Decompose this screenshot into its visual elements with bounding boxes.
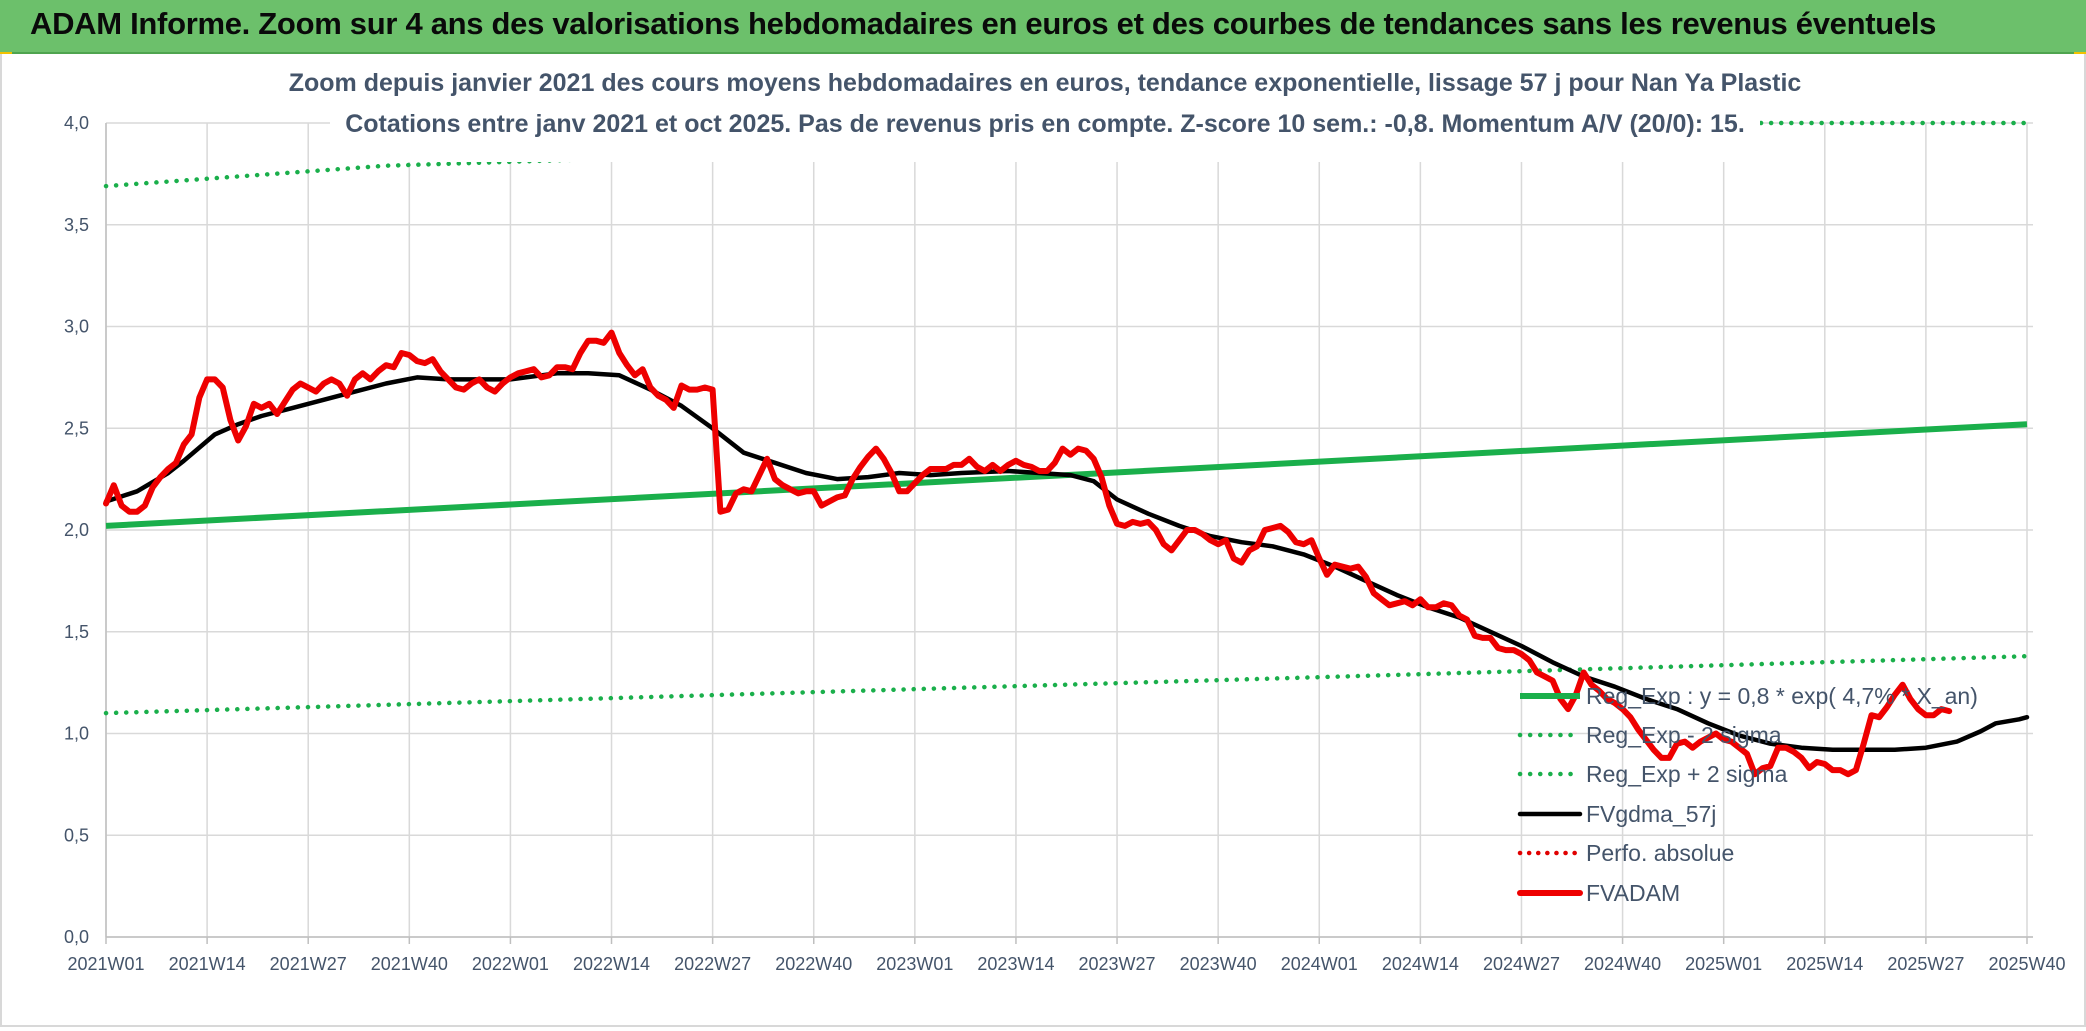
- x-tick-label: 2024W40: [1584, 954, 1661, 974]
- x-tick-label: 2022W14: [573, 954, 650, 974]
- x-tick-label: 2021W14: [169, 954, 246, 974]
- x-tick-label: 2021W01: [67, 954, 144, 974]
- report-title: ADAM Informe. Zoom sur 4 ans des valoris…: [30, 6, 1937, 41]
- legend-label: Reg_Exp - 2 sigma: [1586, 722, 1782, 748]
- x-tick-label: 2023W40: [1180, 954, 1257, 974]
- x-tick-label: 2025W27: [1887, 954, 1964, 974]
- x-tick-label: 2022W40: [775, 954, 852, 974]
- y-tick-label: 1,0: [64, 724, 89, 744]
- x-tick-label: 2021W40: [371, 954, 448, 974]
- chart-title-box: [330, 57, 1760, 162]
- y-tick-label: 1,5: [64, 622, 89, 642]
- x-tick-label: 2023W14: [977, 954, 1054, 974]
- chart-title-line: Zoom depuis janvier 2021 des cours moyen…: [289, 69, 1802, 97]
- series-line-fvadam: [103, 329, 1953, 778]
- legend-label: FVgdma_57j: [1586, 801, 1716, 827]
- line-chart: 0,0 0,5 1,0 1,5 2,0 2,5 3,0 3,5 4,0 2021W01 2021W1…: [64, 57, 2066, 974]
- x-tick-label: 2021W27: [270, 954, 347, 974]
- legend-label: Reg_Exp + 2 sigma: [1586, 761, 1788, 787]
- series-line-reg-exp-2-sigma: [103, 653, 2030, 716]
- legend-label: Reg_Exp : y = 0,8 * exp( 4,7% * X_an): [1586, 683, 1978, 709]
- y-tick-label: 2,0: [64, 520, 89, 540]
- y-tick-label: 2,5: [64, 418, 89, 438]
- x-tick-label: 2022W27: [674, 954, 751, 974]
- x-tick-label: 2024W01: [1281, 954, 1358, 974]
- x-tick-label: 2025W01: [1685, 954, 1762, 974]
- y-tick-label: 4,0: [64, 113, 89, 133]
- x-tick-label: 2023W27: [1079, 954, 1156, 974]
- x-tick-label: 2024W27: [1483, 954, 1560, 974]
- y-tick-label: 0,0: [64, 927, 89, 947]
- x-tick-label: 2023W01: [876, 954, 953, 974]
- y-tick-label: 3,5: [64, 215, 89, 235]
- x-tick-label: 2024W14: [1382, 954, 1459, 974]
- x-tick-label: 2022W01: [472, 954, 549, 974]
- x-tick-label: 2025W14: [1786, 954, 1863, 974]
- y-tick-label: 3,0: [64, 317, 89, 337]
- chart-panel: 0,0 0,5 1,0 1,5 2,0 2,5 3,0 3,5 4,0 2021W01 2021W1…: [0, 54, 2086, 1027]
- x-tick-label: 2025W40: [1988, 954, 2065, 974]
- y-tick-label: 0,5: [64, 825, 89, 845]
- legend-label: FVADAM: [1586, 880, 1680, 906]
- series-line-fvgdma-57j: [103, 371, 2030, 753]
- report-banner: ADAM Informe. Zoom sur 4 ans des valoris…: [0, 0, 2086, 54]
- legend-label: Perfo. absolue: [1586, 840, 1734, 866]
- chart-title-line: Cotations entre janv 2021 et oct 2025. P…: [345, 110, 1745, 138]
